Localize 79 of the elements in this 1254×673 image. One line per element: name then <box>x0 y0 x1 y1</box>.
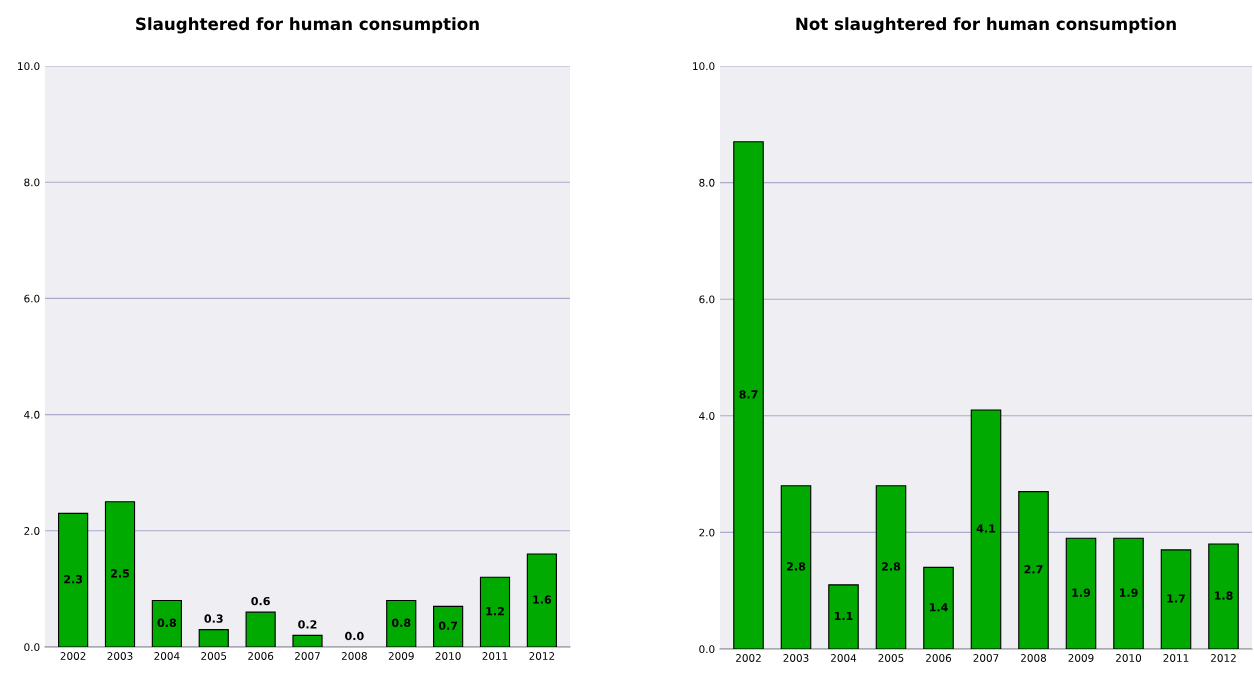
data-label: 2.5 <box>111 569 130 578</box>
data-label: 0.8 <box>391 618 411 627</box>
x-tick-label: 2003 <box>107 652 133 660</box>
chart-title: Not slaughtered for human consumption <box>796 17 1176 34</box>
bar <box>828 584 859 649</box>
x-tick-label: 2011 <box>482 652 508 660</box>
bar <box>292 634 323 647</box>
y-tick-label: 10.0 <box>18 62 40 71</box>
y-tick-label: 8.0 <box>24 178 40 187</box>
x-tick-label: 2002 <box>736 654 761 662</box>
x-tick-label: 2007 <box>295 652 320 660</box>
bar <box>1113 537 1144 649</box>
bar <box>970 409 1002 649</box>
data-label: 0.0 <box>345 631 364 641</box>
bar <box>733 141 764 649</box>
bar <box>1018 491 1049 649</box>
y-tick-label: 2.0 <box>699 528 715 537</box>
y-tick-label: 4.0 <box>24 410 40 419</box>
x-tick-label: 2003 <box>783 654 809 662</box>
x-tick-label: 2009 <box>1068 654 1094 662</box>
y-tick-label: 2.0 <box>24 527 40 535</box>
x-tick-label: 2004 <box>154 652 180 660</box>
bar <box>923 566 954 649</box>
y-tick-label: 4.0 <box>699 412 715 420</box>
bar <box>1208 543 1239 649</box>
x-tick-label: 2009 <box>388 652 414 660</box>
data-label: 1.6 <box>533 595 552 604</box>
bar <box>526 553 557 647</box>
y-tick-label: 6.0 <box>24 294 40 303</box>
x-tick-label: 2012 <box>529 652 555 660</box>
bar <box>1065 537 1097 649</box>
data-label: 4.1 <box>976 524 996 533</box>
data-label: 1.9 <box>1119 588 1138 597</box>
x-tick-label: 2012 <box>1211 654 1236 662</box>
y-tick-label: 8.0 <box>699 178 715 187</box>
bar <box>1160 549 1192 649</box>
data-label: 2.8 <box>882 562 901 571</box>
data-label: 1.4 <box>929 603 948 612</box>
data-label: 2.3 <box>64 575 83 584</box>
x-tick-label: 2002 <box>60 652 86 660</box>
data-label: 1.2 <box>486 606 504 616</box>
x-tick-label: 2004 <box>831 654 857 662</box>
x-tick-label: 2006 <box>248 652 274 660</box>
x-tick-label: 2008 <box>1021 654 1047 662</box>
bar <box>386 599 417 647</box>
data-label: 0.8 <box>157 618 177 627</box>
data-label: 1.9 <box>1072 588 1091 597</box>
data-label: 1.1 <box>834 611 853 620</box>
data-label: 8.7 <box>739 390 758 399</box>
data-label: 0.3 <box>204 614 223 623</box>
data-label: 1.7 <box>1167 594 1185 603</box>
data-label: 2.8 <box>787 562 806 571</box>
bar <box>875 485 907 649</box>
x-tick-label: 2007 <box>973 654 999 662</box>
x-tick-label: 2010 <box>435 652 461 660</box>
bar <box>780 485 812 649</box>
data-label: 0.7 <box>438 621 458 630</box>
y-tick-label: 0.0 <box>699 645 715 654</box>
y-tick-label: 6.0 <box>699 295 715 304</box>
bar <box>479 576 511 647</box>
x-tick-label: 2010 <box>1116 654 1142 662</box>
bar <box>104 501 136 647</box>
chart-title: Slaughtered for human consumption <box>136 17 479 34</box>
data-label: 0.6 <box>251 596 270 606</box>
bar <box>198 629 229 647</box>
x-tick-label: 2006 <box>926 654 952 662</box>
x-tick-label: 2005 <box>201 652 227 660</box>
data-label: 1.8 <box>1214 591 1233 600</box>
y-tick-label: 10.0 <box>693 62 715 71</box>
x-tick-label: 2011 <box>1163 654 1189 662</box>
data-label: 2.7 <box>1024 565 1043 574</box>
x-tick-label: 2008 <box>341 652 367 660</box>
bar <box>245 611 276 647</box>
data-label: 0.2 <box>298 620 317 629</box>
bar <box>58 512 89 647</box>
bar <box>433 605 464 647</box>
bar <box>151 599 182 647</box>
x-tick-label: 2005 <box>878 654 904 662</box>
y-tick-label: 0.0 <box>24 643 40 652</box>
